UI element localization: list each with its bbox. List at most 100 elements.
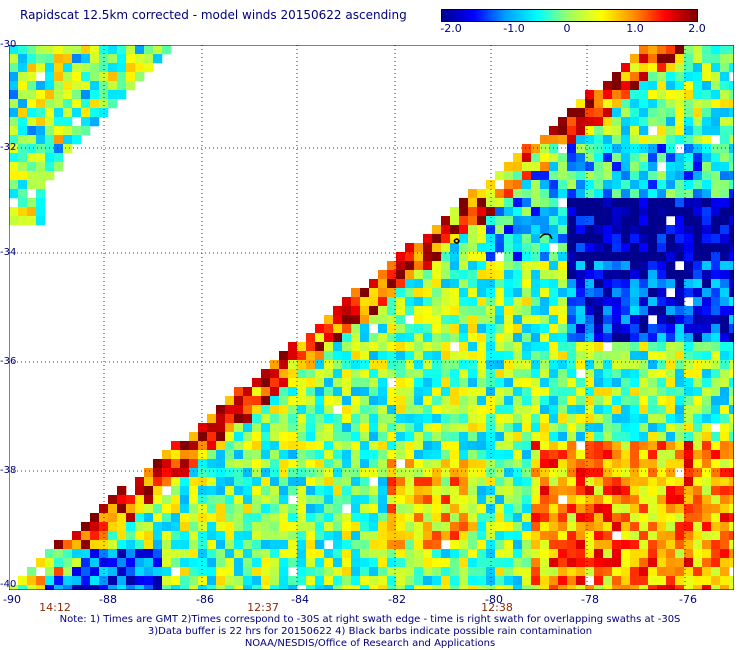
wind-cell [549,387,559,397]
wind-cell [657,234,667,244]
wind-cell [261,549,271,559]
wind-cell [468,333,478,343]
wind-cell [612,297,622,307]
wind-cell [639,81,649,91]
wind-cell [387,486,397,496]
wind-cell [189,450,199,460]
wind-cell [729,360,734,370]
wind-cell [531,162,541,172]
wind-cell [522,369,532,379]
wind-cell [81,126,91,136]
wind-cell [594,459,604,469]
wind-cell [207,414,217,424]
wind-cell [360,495,370,505]
wind-cell [495,225,505,235]
wind-cell [504,261,514,271]
wind-cell [657,270,667,280]
wind-cell [216,504,226,514]
wind-cell [162,477,172,487]
wind-cell [693,477,703,487]
wind-cell [342,333,352,343]
wind-cell [531,270,541,280]
wind-cell [243,441,253,451]
wind-cell [630,153,640,163]
wind-cell [342,360,352,370]
wind-cell [594,198,604,208]
wind-cell [504,522,514,532]
wind-cell [360,414,370,424]
wind-cell [234,414,244,424]
wind-cell [513,216,523,226]
wind-cell [117,513,127,523]
wind-cell [144,567,154,577]
wind-cell [693,468,703,478]
wind-cell [567,351,577,361]
wind-cell [423,315,433,325]
wind-cell [522,171,532,181]
wind-cell [513,567,523,577]
wind-cell [189,441,199,451]
wind-cell [324,333,334,343]
wind-cell [684,486,694,496]
wind-cell [666,378,676,388]
wind-cell [342,396,352,406]
wind-cell [621,468,631,478]
wind-cell [108,558,118,568]
wind-cell [387,468,397,478]
wind-cell [693,423,703,433]
wind-cell [513,396,523,406]
lon-label: -76 [679,593,697,606]
wind-cell [648,135,658,145]
wind-cell [711,396,721,406]
wind-cell [603,495,613,505]
wind-cell [180,513,190,523]
colorbar-tick: -1.0 [503,22,525,35]
wind-cell [630,225,640,235]
wind-cell [153,549,163,559]
wind-cell [45,117,55,127]
wind-cell [405,477,415,487]
wind-cell [9,207,19,217]
wind-cell [702,441,712,451]
wind-cell [549,216,559,226]
wind-cell [684,45,694,55]
wind-cell [225,477,235,487]
wind-cell [477,315,487,325]
wind-cell [450,531,460,541]
wind-cell [369,549,379,559]
wind-cell [495,342,505,352]
wind-cell [459,333,469,343]
wind-cell [504,297,514,307]
wind-cell [378,432,388,442]
wind-cell [720,522,730,532]
wind-cell [441,477,451,487]
wind-cell [225,576,235,586]
lon-label: -84 [291,593,309,606]
wind-cell [189,540,199,550]
wind-cell [711,567,721,577]
wind-cell [405,585,415,590]
wind-cell [639,126,649,136]
wind-cell [585,279,595,289]
lon-label: -86 [196,593,214,606]
wind-cell [711,432,721,442]
wind-cell [513,549,523,559]
wind-cell [612,405,622,415]
wind-cell [396,351,406,361]
wind-cell [612,378,622,388]
wind-cell [99,567,109,577]
wind-cell [225,423,235,433]
wind-cell [288,387,298,397]
wind-cell [567,153,577,163]
wind-cell [693,252,703,262]
wind-cell [333,324,343,334]
wind-cell [405,405,415,415]
wind-cell [693,360,703,370]
wind-cell [360,288,370,298]
wind-cell [585,531,595,541]
wind-cell [405,306,415,316]
wind-cell [684,180,694,190]
wind-cell [540,243,550,253]
wind-cell [576,450,586,460]
wind-cell [72,135,82,145]
